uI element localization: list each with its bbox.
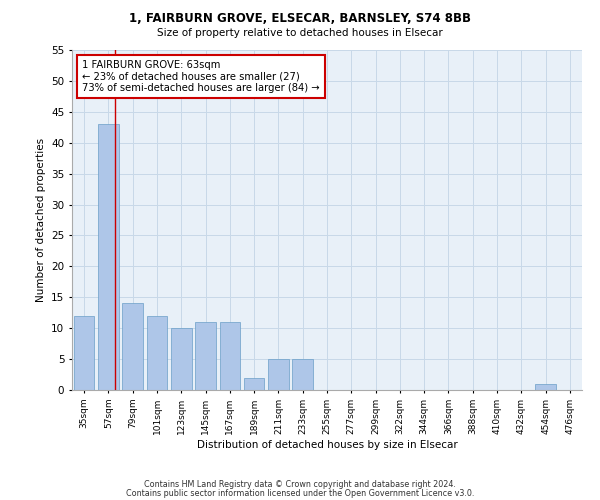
Bar	[195, 322, 216, 390]
Text: Contains public sector information licensed under the Open Government Licence v3: Contains public sector information licen…	[126, 490, 474, 498]
Bar	[171, 328, 191, 390]
X-axis label: Distribution of detached houses by size in Elsecar: Distribution of detached houses by size …	[197, 440, 457, 450]
Bar	[146, 316, 167, 390]
Text: 1, FAIRBURN GROVE, ELSECAR, BARNSLEY, S74 8BB: 1, FAIRBURN GROVE, ELSECAR, BARNSLEY, S7…	[129, 12, 471, 26]
Bar	[292, 359, 313, 390]
Bar	[535, 384, 556, 390]
Bar	[268, 359, 289, 390]
Text: Size of property relative to detached houses in Elsecar: Size of property relative to detached ho…	[157, 28, 443, 38]
Bar	[244, 378, 265, 390]
Text: 1 FAIRBURN GROVE: 63sqm
← 23% of detached houses are smaller (27)
73% of semi-de: 1 FAIRBURN GROVE: 63sqm ← 23% of detache…	[82, 60, 320, 94]
Bar	[98, 124, 119, 390]
Bar	[74, 316, 94, 390]
Bar	[220, 322, 240, 390]
Bar	[122, 304, 143, 390]
Text: Contains HM Land Registry data © Crown copyright and database right 2024.: Contains HM Land Registry data © Crown c…	[144, 480, 456, 489]
Y-axis label: Number of detached properties: Number of detached properties	[35, 138, 46, 302]
